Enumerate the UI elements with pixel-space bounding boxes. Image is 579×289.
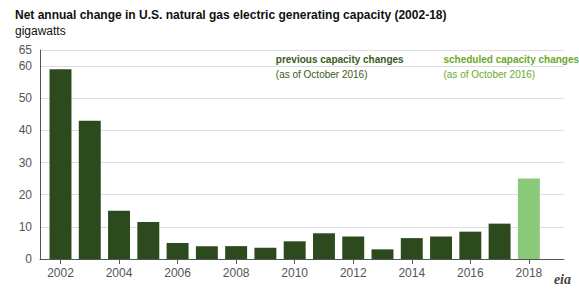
svg-text:2018: 2018: [516, 266, 543, 280]
svg-text:0: 0: [25, 252, 32, 266]
svg-text:2004: 2004: [106, 266, 133, 280]
svg-text:(as of October 2016): (as of October 2016): [443, 69, 535, 80]
svg-text:30: 30: [19, 156, 33, 170]
svg-text:Net annual change in U.S. natu: Net annual change in U.S. natural gas el…: [15, 8, 446, 22]
svg-text:2012: 2012: [340, 266, 367, 280]
svg-text:2008: 2008: [223, 266, 250, 280]
svg-text:(as of October 2016): (as of October 2016): [276, 69, 368, 80]
svg-text:previous capacity changes: previous capacity changes: [276, 54, 404, 65]
svg-text:20: 20: [19, 188, 33, 202]
svg-text:eia: eia: [554, 272, 571, 287]
svg-text:2002: 2002: [47, 266, 74, 280]
svg-text:2014: 2014: [398, 266, 425, 280]
svg-text:10: 10: [19, 220, 33, 234]
svg-text:gigawatts: gigawatts: [15, 24, 66, 38]
svg-text:2006: 2006: [164, 266, 191, 280]
svg-text:40: 40: [19, 123, 33, 137]
svg-text:60: 60: [19, 59, 33, 73]
svg-text:scheduled capacity changes: scheduled capacity changes: [443, 54, 579, 65]
svg-text:65: 65: [19, 43, 33, 57]
svg-text:50: 50: [19, 91, 33, 105]
svg-text:2010: 2010: [281, 266, 308, 280]
svg-text:2016: 2016: [457, 266, 484, 280]
